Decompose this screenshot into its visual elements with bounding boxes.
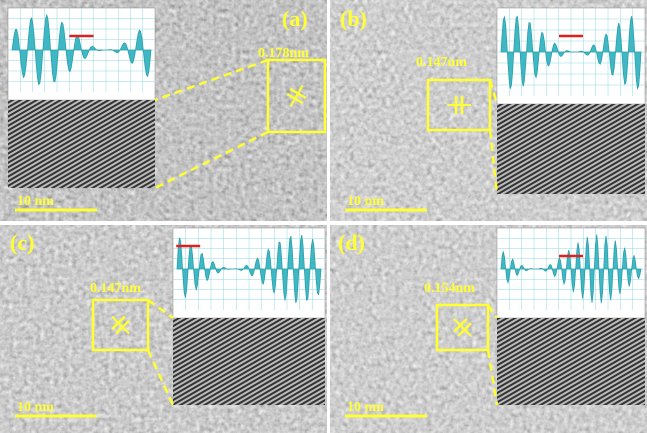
lattice-image xyxy=(497,104,645,194)
scale-bar-label: 10 nm xyxy=(347,400,384,415)
panel: (d) 0.154nm 10 nm xyxy=(330,225,647,433)
panel: (b) 0.147nm 10 nm xyxy=(330,0,647,221)
lattice-spacing: 0.147nm xyxy=(416,55,467,70)
lattice-spacing: 0.178nm xyxy=(258,46,309,61)
lattice-spacing: 0.147nm xyxy=(90,281,141,296)
panel: (a) 0.178nm 10 nm xyxy=(0,0,327,221)
figure: (a) 0.178nm 10 nm (b) 0.147nm 10 nm (c) 0.147nm… xyxy=(0,0,647,433)
panel-label: (c) xyxy=(10,230,34,255)
panel-label: (a) xyxy=(282,6,308,31)
panel-label: (b) xyxy=(340,6,367,31)
panel: (c) 0.147nm 10 nm xyxy=(0,225,327,433)
lattice-image xyxy=(8,100,155,188)
lattice-spacing: 0.154nm xyxy=(424,281,475,296)
scale-bar-label: 10 nm xyxy=(17,194,54,209)
lattice-image xyxy=(173,318,325,405)
scale-bar-label: 10 nm xyxy=(347,194,384,209)
scale-bar-label: 10 nm xyxy=(17,400,54,415)
lattice-image xyxy=(497,318,645,405)
panel-label: (d) xyxy=(338,230,365,255)
